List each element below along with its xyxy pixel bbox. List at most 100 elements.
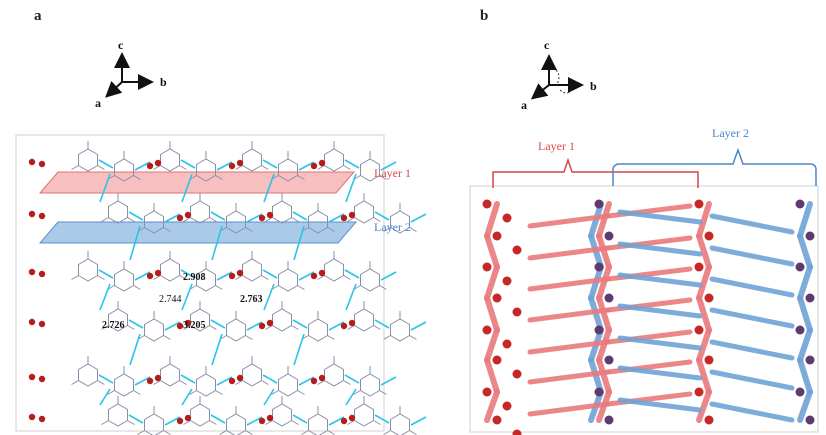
atom-ball: [512, 369, 522, 379]
rod: [484, 357, 500, 395]
rod: [596, 264, 612, 301]
rod: [596, 295, 612, 333]
rod: [617, 241, 703, 257]
hydrogen-bond: [164, 416, 181, 426]
molecule: [235, 251, 269, 282]
hydrogen-bond: [344, 269, 360, 279]
molecule: [153, 356, 187, 387]
rod: [696, 389, 712, 423]
oxygen-atom: [348, 211, 356, 219]
hydrogen-bond: [216, 271, 233, 281]
oxygen-atom: [176, 322, 184, 330]
atom-ball: [594, 262, 604, 272]
oxygen-atom: [228, 162, 236, 170]
axis-b-label-b: b: [590, 79, 597, 93]
molecule: [183, 301, 217, 332]
oxygen-atom: [28, 268, 36, 276]
molecule: [347, 301, 381, 332]
layer-2-label-b: Layer 2: [712, 126, 749, 140]
panel-a-axes: [105, 52, 154, 98]
atom-ball: [604, 231, 614, 241]
oxygen-atom: [38, 270, 46, 278]
hydrogen-bond: [128, 211, 144, 221]
axis-c-label-a: c: [118, 38, 124, 52]
hydrogen-bond: [134, 376, 151, 386]
hydrogen-bond: [380, 161, 397, 171]
hydrogen-bond: [298, 376, 315, 386]
atom-ball: [502, 401, 512, 411]
hydrogen-bond: [344, 159, 360, 169]
rod: [617, 209, 703, 225]
atom-ball: [604, 355, 614, 365]
rod: [709, 369, 795, 391]
atom-ball: [482, 199, 492, 209]
oxygen-atom: [38, 320, 46, 328]
molecule: [347, 193, 381, 224]
rod: [527, 307, 611, 323]
oxygen-atom: [348, 319, 356, 327]
oxygen-atom: [146, 272, 154, 280]
molecule: [101, 301, 135, 332]
hydrogen-bond: [211, 225, 223, 261]
molecule: [317, 141, 351, 172]
hydrogen-bond: [374, 211, 390, 221]
rod: [797, 233, 813, 270]
hydrogen-bond: [380, 271, 397, 281]
rod: [484, 264, 500, 301]
rod: [709, 276, 795, 298]
oxygen-atom: [28, 210, 36, 218]
rod: [797, 357, 813, 395]
oxygen-atom: [310, 272, 318, 280]
molecule: [317, 251, 351, 282]
rod: [797, 264, 813, 301]
oxygen-atom: [310, 162, 318, 170]
molecule: [353, 366, 387, 397]
rod: [797, 327, 813, 363]
hydrogen-bond: [99, 173, 111, 203]
hydrogen-bond: [210, 414, 226, 424]
oxygen-atom: [28, 318, 36, 326]
atom-ball: [805, 293, 815, 303]
atom-ball: [604, 415, 614, 425]
oxygen-atom: [38, 415, 46, 423]
hydrogen-bond: [328, 213, 345, 223]
distance-label: 2.726: [102, 320, 125, 331]
oxygen-atom: [318, 269, 326, 277]
oxygen-atom: [228, 272, 236, 280]
hydrogen-bond: [292, 211, 308, 221]
molecule: [153, 251, 187, 282]
oxygen-atom: [318, 159, 326, 167]
atom-ball: [694, 199, 704, 209]
hydrogen-bond: [181, 388, 193, 406]
hydrogen-bond: [292, 414, 308, 424]
axis-c-label-b: c: [544, 38, 550, 52]
layer-2-plane: [38, 221, 358, 244]
rod: [527, 339, 611, 355]
atom-ball: [482, 387, 492, 397]
oxygen-atom: [154, 269, 162, 277]
rod: [596, 357, 612, 395]
hydrogen-bond: [128, 414, 144, 424]
atom-ball: [502, 213, 512, 223]
hydrogen-bond: [328, 321, 345, 331]
hydrogen-bond: [216, 161, 233, 171]
hydrogen-bond: [410, 213, 427, 223]
hydrogen-bond: [410, 416, 427, 426]
hydrogen-bond: [246, 321, 263, 331]
atom-ball: [492, 355, 502, 365]
oxygen-atom: [348, 414, 356, 422]
oxygen-atom: [184, 211, 192, 219]
atom-ball: [512, 429, 522, 435]
molecule: [219, 406, 253, 435]
rod: [527, 276, 611, 292]
hydrogen-bond: [293, 225, 305, 261]
molecular-network: [28, 141, 427, 435]
rod: [527, 369, 611, 385]
atom-ball: [704, 293, 714, 303]
rod: [709, 213, 795, 235]
atom-ball: [795, 199, 805, 209]
atom-ball: [594, 387, 604, 397]
hydrogen-bond: [210, 319, 226, 329]
rod: [709, 307, 795, 329]
molecule: [383, 311, 417, 342]
